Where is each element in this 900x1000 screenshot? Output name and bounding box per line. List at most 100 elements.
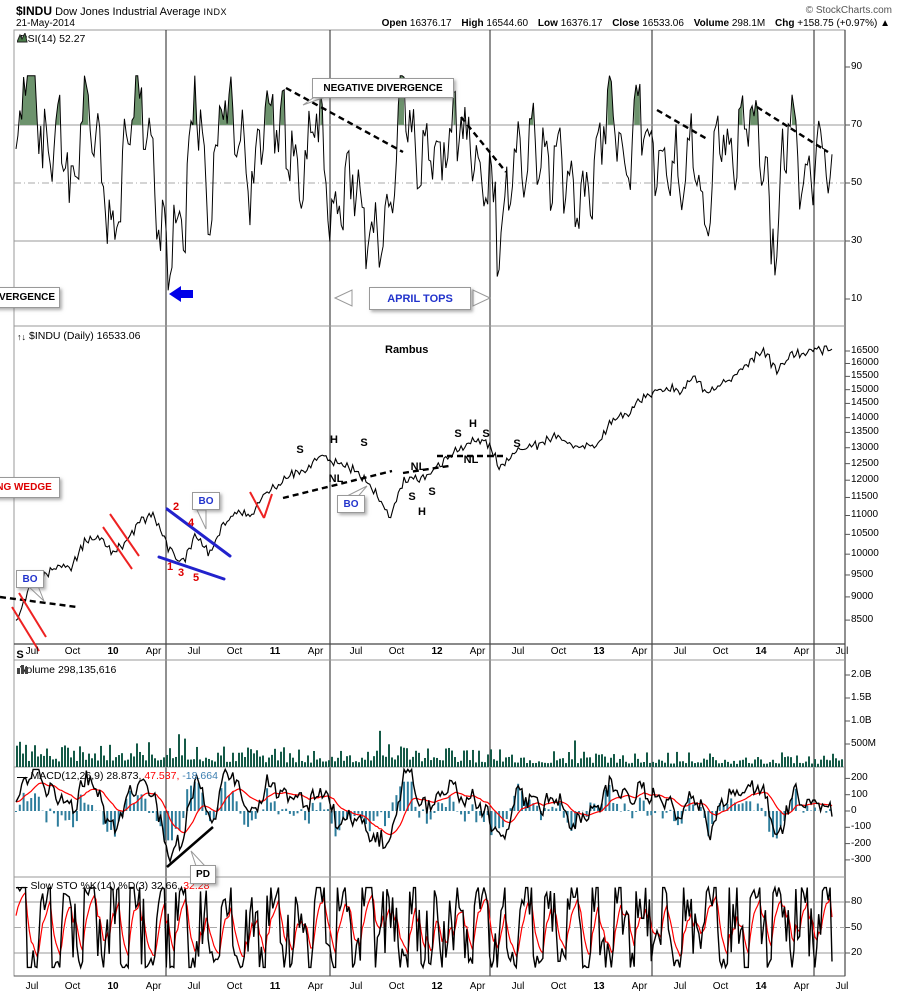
price-axis-tick: 11500 — [851, 491, 879, 503]
hs-pattern-letter: S — [428, 486, 435, 498]
sto-panel-label: — Slow STO %K(14) %D(3) 32.66, 32.28 — [17, 880, 210, 893]
hs-pattern-letter: S — [16, 649, 23, 661]
x-axis-label: Jul — [187, 646, 201, 657]
x-axis-label: Jul — [25, 646, 39, 657]
ticker-exchange: INDX — [203, 7, 227, 17]
sto-axis-tick: 80 — [851, 896, 863, 907]
hs-pattern-letter: S — [482, 428, 489, 440]
negative-divergence-callout: NEGATIVE DIVERGENCE — [312, 78, 454, 98]
x-axis-label: 13 — [593, 646, 605, 657]
x-axis-label: 12 — [431, 981, 443, 992]
april-tops-left-arrow-icon — [333, 289, 353, 307]
rsi-axis-tick: 50 — [851, 177, 863, 188]
macd-axis-tick: -200 — [851, 837, 872, 849]
wave-count-number: 5 — [193, 572, 199, 584]
callout-pointer — [190, 850, 207, 867]
wave-count-number: 4 — [188, 517, 195, 529]
price-axis-tick: 8500 — [851, 614, 874, 626]
price-axis-tick: 13500 — [851, 426, 879, 438]
quote-strip: Open 16376.17 High 16544.60 Low 16376.17… — [375, 18, 890, 29]
line-icon: — — [17, 881, 28, 893]
hs-pattern-letter: S — [454, 428, 461, 440]
price-axis-tick: 12500 — [851, 457, 879, 469]
x-axis-label: Jul — [673, 646, 687, 657]
price-axis-tick: 12000 — [851, 474, 879, 486]
x-axis-label: Oct — [226, 981, 243, 992]
dashed-trendline — [285, 86, 404, 154]
sto-axis-tick: 20 — [851, 947, 863, 958]
x-axis-label: Apr — [145, 981, 162, 992]
x-axis-label: Apr — [631, 981, 648, 992]
wedge-callout-left-edge: NG WEDGE — [0, 477, 60, 498]
x-axis-label: Oct — [226, 646, 243, 657]
open-label: Open — [381, 18, 408, 29]
x-axis-label: Oct — [712, 646, 729, 657]
x-axis-label: Apr — [631, 646, 648, 657]
x-axis-label: Oct — [64, 981, 81, 992]
open-value: 16376.17 — [409, 18, 452, 29]
x-axis-label: Apr — [307, 981, 324, 992]
blue-wedge-line — [157, 555, 226, 581]
ticker-name: Dow Jones Industrial Average — [55, 6, 201, 18]
macd-signal-value: 47.537, — [144, 770, 180, 782]
price-axis-tick: 9000 — [851, 590, 874, 602]
rsi-axis-tick: 90 — [851, 61, 863, 72]
dashed-trendline — [402, 464, 450, 475]
breakout-callout-3: BO — [337, 495, 365, 513]
april-tops-right-arrow-icon — [472, 289, 492, 307]
x-axis-label: 11 — [269, 981, 281, 992]
red-flag-line — [109, 513, 140, 557]
hs-pattern-letter: S — [408, 491, 415, 503]
breakout-callout-1: BO — [16, 570, 44, 588]
rsi-panel-label: RSI(14) 52.27 — [17, 33, 85, 45]
sto-axis-tick: 50 — [851, 921, 863, 933]
red-flag-line — [18, 592, 47, 638]
price-axis-tick: 14500 — [851, 397, 879, 409]
x-axis-label: Apr — [793, 646, 810, 657]
price-axis-tick: 11000 — [851, 509, 879, 521]
line-icon: — — [17, 771, 28, 783]
hs-pattern-letter: H — [418, 506, 426, 518]
hs-pattern-letter: NL — [329, 473, 344, 485]
macd-axis-tick: -100 — [851, 821, 872, 833]
price-axis-tick: 15500 — [851, 370, 879, 382]
breakout-callout-2: BO — [192, 492, 220, 510]
macd-panel-label: — MACD(12,26,9) 28.873, 47.537, -18.664 — [17, 770, 218, 783]
x-axis-label: Jul — [673, 981, 687, 992]
macd-trendline — [166, 826, 214, 868]
price-axis-tick: 9500 — [851, 568, 874, 580]
hs-pattern-letter: S — [360, 437, 367, 449]
wave-count-number: 3 — [178, 567, 184, 579]
macd-axis-tick: 200 — [851, 772, 868, 784]
price-axis-tick: 14000 — [851, 411, 879, 423]
price-axis-tick: 10000 — [851, 548, 879, 560]
rsi-axis-tick: 70 — [851, 119, 863, 130]
volume-axis-tick: 500M — [851, 738, 877, 749]
macd-hist-value: -18.664 — [182, 770, 218, 782]
x-axis-label: Jul — [25, 981, 39, 992]
hs-pattern-letter: NL — [411, 461, 426, 473]
hs-pattern-letter: NL — [464, 454, 479, 466]
x-axis-label: Oct — [712, 981, 729, 992]
pd-callout: PD — [190, 865, 216, 884]
wave-count-number: 2 — [173, 501, 179, 513]
x-axis-label: 11 — [269, 646, 281, 657]
low-value: 16376.17 — [560, 18, 603, 29]
x-axis-label: Jul — [835, 646, 849, 657]
volume-axis-tick: 1.0B — [851, 715, 872, 726]
hs-pattern-letter: S — [296, 444, 303, 456]
x-axis-label: Oct — [550, 646, 567, 657]
price-panel-label: ↑↓ $INDU (Daily) 16533.06 — [17, 330, 141, 342]
x-axis-label: 13 — [593, 981, 605, 992]
price-axis-tick: 13000 — [851, 441, 879, 453]
high-value: 16544.60 — [486, 18, 529, 29]
x-axis-label: Jul — [835, 981, 849, 992]
x-axis-label: 14 — [755, 646, 767, 657]
chart-date: 21-May-2014 — [16, 18, 75, 29]
updown-arrows-icon: ↑↓ — [17, 332, 26, 342]
x-axis-label: Oct — [388, 646, 405, 657]
blue-left-arrow-icon — [169, 286, 193, 302]
dashed-trendline — [460, 116, 507, 173]
